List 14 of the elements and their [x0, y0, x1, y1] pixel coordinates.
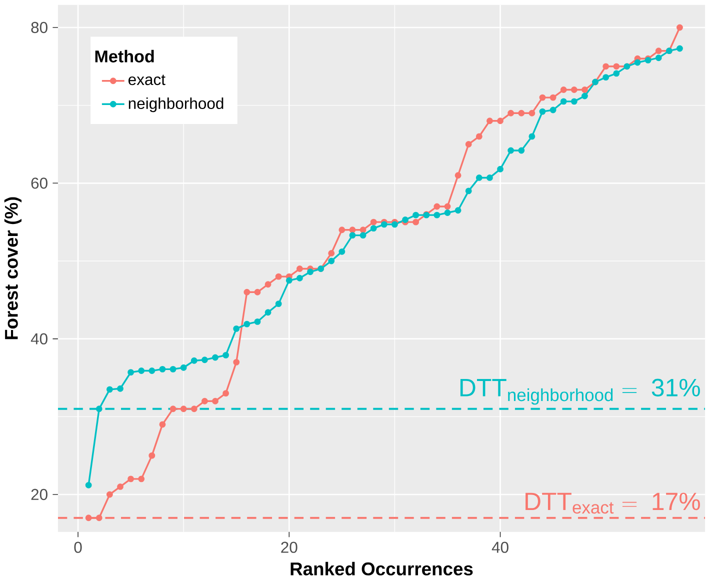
legend-label: exact [128, 74, 166, 86]
ref-line-label: $\mathrm{DTT}_{\mathrm{neighborhood}}\mathrm{\ =\ 31\%}$ [460, 378, 700, 405]
y-tick-label: 60 [31, 178, 48, 189]
x-tick-label: 20 [281, 542, 298, 553]
legend-label: neighborhood [128, 97, 224, 112]
y-tick-label: 20 [31, 488, 48, 500]
legend-title: Method [95, 50, 154, 62]
y-axis-title: Forest cover (%) [4, 197, 22, 340]
x-tick-label: 40 [492, 542, 508, 553]
x-tick-label: 0 [74, 542, 82, 553]
x-axis-title: Ranked Occurrences [290, 562, 473, 576]
y-tick-label: 80 [31, 22, 48, 34]
y-tick-label: 40 [30, 333, 48, 344]
ref-line-label: $\mathrm{DTT}_{\mathrm{exact}}\mathrm{\ =\ 17\%}$ [526, 492, 700, 514]
